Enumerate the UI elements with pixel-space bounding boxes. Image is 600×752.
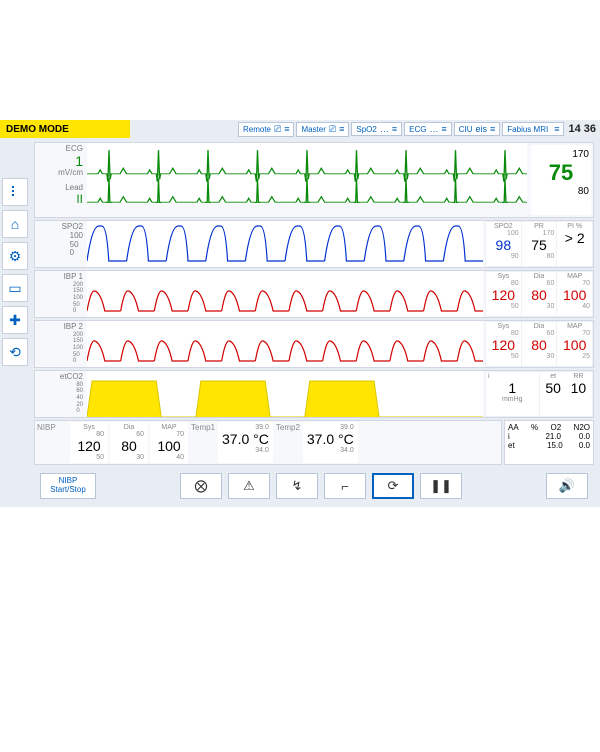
status-chip[interactable]: CIU eis ≡ <box>454 122 501 136</box>
ibp1-label: IBP 1 200150100500 <box>35 271 85 317</box>
value-box: SPO21009890 <box>486 222 521 266</box>
etco2-title: etCO2 <box>60 373 83 382</box>
temp2-lo: 34.0 <box>307 447 354 454</box>
etco2-ticks: 806040200 <box>76 382 83 415</box>
ibp1-values: Sys8012050Dia608030MAP7010040 <box>485 271 593 317</box>
nibp-strip: NIBP Sys8012050Dia608030MAP7010040 Temp1… <box>34 420 502 465</box>
temp1-label: Temp1 <box>189 421 217 464</box>
bottom-strip: NIBP Sys8012050Dia608030MAP7010040 Temp1… <box>34 420 594 465</box>
toolbar-button-3[interactable]: ⌐ <box>324 473 366 499</box>
toolbar-button-2[interactable]: ↯ <box>276 473 318 499</box>
toolbar: NIBP Start/Stop ⨂⚠↯⌐⟳❚❚ 🔊 <box>34 467 594 503</box>
etco2-insp-box: i 1 mmHg <box>486 372 539 416</box>
etco2-row: etCO2 806040200 i 1 mmHg et 50 <box>34 370 594 418</box>
etco2-et-value: 50 <box>542 380 565 396</box>
ecg-row: ECG 1 mV/cm Lead II 170 75 80 <box>34 142 594 218</box>
ibp2-title: IBP 2 <box>64 323 83 332</box>
nibp-label: NIBP <box>35 421 69 464</box>
toolbar-button-4[interactable]: ⟳ <box>372 473 414 499</box>
temp1-hi: 39.0 <box>222 424 269 431</box>
etco2-et-label: et <box>542 373 565 380</box>
rr-label: RR <box>567 373 590 380</box>
hr-limit-lo: 80 <box>533 186 589 197</box>
nibp-start-stop-button[interactable]: NIBP Start/Stop <box>40 473 96 499</box>
spo2-ticks: 100500 <box>70 232 83 258</box>
value-box: Dia608030 <box>522 272 557 316</box>
nibp-seg: Dia608030 <box>110 422 148 463</box>
gas-row-insp: i 21.00.0 <box>508 432 590 441</box>
main-panel: ECG 1 mV/cm Lead II 170 75 80 <box>30 138 600 507</box>
status-chip[interactable]: SpO2 … ≡ <box>351 122 402 136</box>
rr-value: 10 <box>567 380 590 396</box>
ecg-scale: 1 <box>75 154 83 169</box>
status-chip[interactable]: Remote ⎚ ≡ <box>238 122 294 137</box>
ibp2-values: Sys8012050Dia608030MAP7010025 <box>485 321 593 367</box>
value-box: PR1707580 <box>522 222 557 266</box>
hr-value: 75 <box>533 160 589 186</box>
ecg-waveform <box>87 143 527 203</box>
gas-headers: AA% O2N2O <box>508 423 590 432</box>
spo2-values: SPO21009890PR1707580PI %> 2 <box>485 221 593 267</box>
toolbar-button-5[interactable]: ❚❚ <box>420 473 462 499</box>
spo2-label: SPO2 100500 <box>35 221 85 267</box>
sidebar-button-3[interactable]: ▭ <box>2 274 28 302</box>
ibp2-row: IBP 2 200150100500 Sys8012050Dia608030MA… <box>34 320 594 368</box>
nibp-seg: Sys8012050 <box>70 422 108 463</box>
temp1-box: 39.0 37.0 °C 34.0 <box>218 422 273 463</box>
status-chip[interactable]: Master ⎚ ≡ <box>296 122 349 137</box>
value-box: Sys8012050 <box>486 272 521 316</box>
value-box: PI %> 2 <box>557 222 592 266</box>
ibp2-ticks: 200150100500 <box>73 332 83 365</box>
gas-row-et: et 15.00.0 <box>508 441 590 450</box>
etco2-waveform <box>87 371 483 417</box>
etco2-i-label: i <box>488 373 537 380</box>
nibp-seg: MAP7010040 <box>150 422 188 463</box>
value-box: Sys8012050 <box>486 322 521 366</box>
ibp1-title: IBP 1 <box>64 273 83 282</box>
hr-box: 170 75 80 <box>531 145 591 215</box>
status-chip[interactable]: Fabius MRI ≡ <box>502 122 564 136</box>
status-chip[interactable]: ECG … ≡ <box>404 122 452 136</box>
top-bar: DEMO MODE Remote ⎚ ≡Master ⎚ ≡SpO2 … ≡EC… <box>0 120 600 138</box>
ecg-lead-value: II <box>76 193 83 206</box>
toolbar-button-0[interactable]: ⨂ <box>180 473 222 499</box>
ibp1-waveform <box>87 271 483 317</box>
spo2-row: SPO2 100500 SPO21009890PR1707580PI %> 2 <box>34 220 594 268</box>
value-box: MAP7010025 <box>557 322 592 366</box>
ibp1-row: IBP 1 200150100500 Sys8012050Dia608030MA… <box>34 270 594 318</box>
demo-mode-badge: DEMO MODE <box>0 120 130 138</box>
hr-limit-hi: 170 <box>533 149 589 160</box>
value-box: Dia608030 <box>522 322 557 366</box>
etco2-unit: mmHg <box>488 396 537 403</box>
temp2-label: Temp2 <box>274 421 302 464</box>
etco2-values: i 1 mmHg et 50 RR 10 <box>485 371 593 417</box>
sidebar-button-1[interactable]: ⌂ <box>2 210 28 238</box>
etco2-i-value: 1 <box>488 380 537 396</box>
ecg-label: ECG 1 mV/cm Lead II <box>35 143 85 217</box>
temp2-box: 39.0 37.0 °C 34.0 <box>303 422 358 463</box>
status-chips: Remote ⎚ ≡Master ⎚ ≡SpO2 … ≡ECG … ≡CIU e… <box>238 120 564 138</box>
etco2-et-box: et 50 RR 10 <box>540 372 593 416</box>
temp1-lo: 34.0 <box>222 447 269 454</box>
gas-box: AA% O2N2O i 21.00.0 et 15.00.0 <box>504 420 594 465</box>
ibp2-waveform <box>87 321 483 367</box>
clock: 14 36 <box>564 120 600 138</box>
ecg-unit: mV/cm <box>58 169 83 178</box>
sound-button[interactable]: 🔊 <box>546 473 588 499</box>
spo2-waveform <box>87 221 483 267</box>
sidebar-button-4[interactable]: ✚ <box>2 306 28 334</box>
ibp1-ticks: 200150100500 <box>73 282 83 315</box>
temp2-hi: 39.0 <box>307 424 354 431</box>
temp1-value: 37.0 °C <box>222 431 269 447</box>
etco2-label: etCO2 806040200 <box>35 371 85 417</box>
patient-monitor: DEMO MODE Remote ⎚ ≡Master ⎚ ≡SpO2 … ≡EC… <box>0 120 600 507</box>
sidebar-button-0[interactable]: ⠇ <box>2 178 28 206</box>
sidebar-button-5[interactable]: ⟲ <box>2 338 28 366</box>
sidebar: ⠇ ⌂ ⚙ ▭ ✚ ⟲ <box>0 138 30 507</box>
toolbar-button-1[interactable]: ⚠ <box>228 473 270 499</box>
ibp2-label: IBP 2 200150100500 <box>35 321 85 367</box>
value-box: MAP7010040 <box>557 272 592 316</box>
sidebar-button-2[interactable]: ⚙ <box>2 242 28 270</box>
temp2-value: 37.0 °C <box>307 431 354 447</box>
